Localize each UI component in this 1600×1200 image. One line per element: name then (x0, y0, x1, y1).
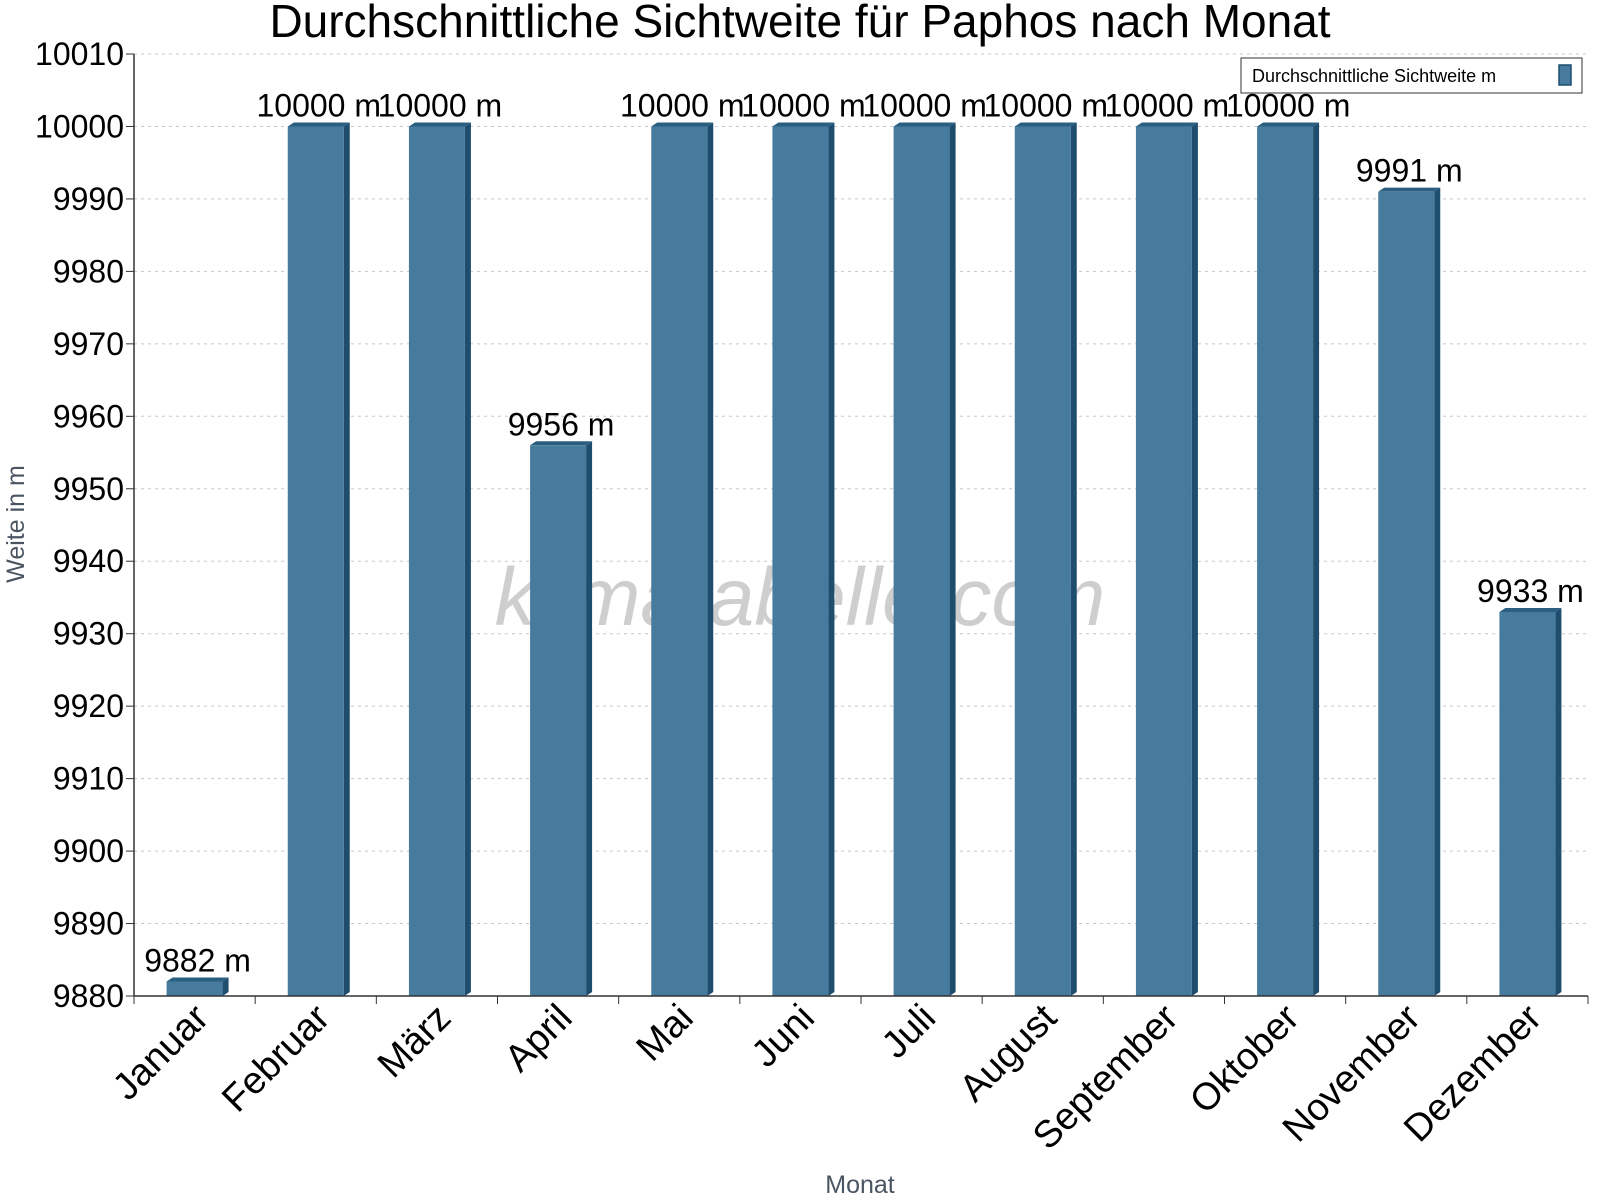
bar-face (530, 445, 587, 996)
bar-side (1313, 122, 1320, 996)
x-axis-title: Monat (825, 1171, 895, 1199)
bar-face (772, 126, 829, 996)
bar-side (464, 122, 471, 996)
data-label: 9956 m (508, 406, 615, 442)
y-tick-label: 10010 (35, 36, 124, 72)
y-tick-label: 9990 (53, 181, 124, 217)
bar (408, 122, 471, 996)
bar-face (1014, 126, 1071, 996)
bar-top (530, 441, 593, 446)
data-label: 9933 m (1477, 573, 1584, 609)
bar-top (772, 122, 835, 127)
y-tick-label: 9980 (53, 253, 124, 289)
bar-top (166, 977, 229, 982)
bar-face (651, 126, 708, 996)
x-tick-label: Juli (874, 997, 944, 1067)
data-label: 9882 m (144, 943, 251, 979)
bar (530, 441, 593, 996)
bar-side (343, 122, 350, 996)
legend-label: Durchschnittliche Sichtweite m (1252, 66, 1496, 86)
bar-side (1070, 122, 1077, 996)
y-tick-labels: 9880 9890 9900 9910 9920 9930 9940 9950 9960 9970… (35, 36, 124, 1014)
bar (166, 977, 229, 996)
bar (1014, 122, 1077, 996)
bar-side (707, 122, 714, 996)
bar (287, 122, 350, 996)
bar-side (949, 122, 956, 996)
bar-side (1555, 607, 1562, 996)
bar-top (1378, 187, 1441, 192)
bar-series (166, 122, 1562, 996)
bar (1135, 122, 1198, 996)
axes (126, 53, 1589, 1004)
bar-face (1257, 126, 1314, 996)
x-tick-label: März (370, 997, 459, 1086)
legend: Durchschnittliche Sichtweite m (1240, 57, 1583, 94)
bar-face (1135, 126, 1192, 996)
x-tick-label: April (497, 997, 580, 1080)
bar-face (1378, 191, 1435, 996)
bar (893, 122, 956, 996)
y-tick-label: 9890 (53, 906, 124, 942)
bar-face (1499, 611, 1556, 996)
data-label: 10000 m (620, 87, 745, 123)
y-tick-label: 9880 (53, 978, 124, 1014)
y-tick-label: 9970 (53, 326, 124, 362)
bar-side (1434, 187, 1441, 996)
x-tick-label: Oktober (1182, 996, 1308, 1122)
y-axis-title: Weite in m (2, 465, 30, 583)
bar-top (893, 122, 956, 127)
bar-top (651, 122, 714, 127)
x-tick-label: Februar (214, 996, 338, 1120)
x-tick-label: Mai (629, 997, 702, 1070)
bar-face (893, 126, 950, 996)
y-tick-label: 9960 (53, 398, 124, 434)
y-tick-label: 9920 (53, 688, 124, 724)
y-tick-label: 9910 (53, 761, 124, 797)
bar-top (1014, 122, 1077, 127)
bar (1378, 187, 1441, 996)
bar-top (287, 122, 350, 127)
data-label: 10000 m (256, 87, 381, 123)
data-label: 10000 m (862, 87, 987, 123)
x-tick-label: August (952, 996, 1066, 1110)
y-tick-label: 9930 (53, 616, 124, 652)
bar-side (828, 122, 835, 996)
y-tick-label: 10000 (35, 108, 124, 144)
data-label: 10000 m (741, 87, 866, 123)
bar-side (1191, 122, 1198, 996)
grid (134, 53, 1588, 925)
bar-top (1135, 122, 1198, 127)
bar-top (1499, 607, 1562, 612)
legend-box (1240, 57, 1583, 94)
bar-face (408, 126, 465, 996)
data-label: 9991 m (1356, 153, 1463, 189)
bar-face (166, 981, 223, 996)
bar (772, 122, 835, 996)
data-label: 10000 m (983, 87, 1108, 123)
bar (1257, 122, 1320, 996)
bar-top (1257, 122, 1320, 127)
bar-side (222, 977, 229, 996)
bar (651, 122, 714, 996)
chart-title: Durchschnittliche Sichtweite für Paphos … (269, 0, 1330, 47)
data-label: 10000 m (378, 87, 503, 123)
y-tick-label: 9950 (53, 471, 124, 507)
y-tick-label: 9940 (53, 543, 124, 579)
legend-swatch (1558, 64, 1572, 86)
bar-side (586, 441, 593, 996)
bar-top (408, 122, 471, 127)
y-tick-label: 9900 (53, 833, 124, 869)
x-tick-label: Juni (744, 997, 823, 1076)
bar (1499, 607, 1562, 996)
bar-face (287, 126, 344, 996)
data-label: 10000 m (1105, 87, 1230, 123)
